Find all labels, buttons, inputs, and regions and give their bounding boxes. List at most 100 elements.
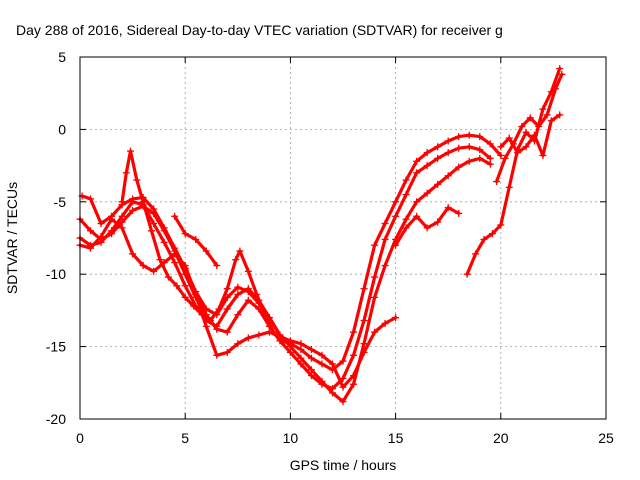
data-series: [76, 65, 566, 406]
data-point: [206, 317, 214, 325]
data-point: [223, 348, 231, 356]
data-point: [318, 377, 326, 385]
data-point: [339, 383, 347, 391]
data-point: [156, 256, 164, 264]
data-point: [126, 147, 134, 155]
data-point: [318, 360, 326, 368]
data-point: [318, 351, 326, 359]
data-point: [244, 296, 252, 304]
data-point: [444, 172, 452, 180]
y-tick-label: -5: [54, 194, 67, 210]
data-point: [339, 357, 347, 365]
data-point: [402, 224, 410, 232]
data-point: [465, 143, 473, 151]
data-point: [434, 218, 442, 226]
data-point: [556, 65, 564, 73]
data-point: [202, 247, 210, 255]
data-point: [181, 262, 189, 270]
data-point: [261, 311, 269, 319]
data-point: [476, 154, 484, 162]
data-point: [232, 256, 240, 264]
data-point: [480, 235, 488, 243]
x-tick-label: 25: [598, 430, 614, 446]
series-4-trace: [78, 217, 398, 389]
data-point: [434, 143, 442, 151]
data-point: [486, 140, 494, 148]
data-point: [234, 311, 242, 319]
data-point: [522, 143, 530, 151]
data-point: [413, 157, 421, 165]
data-point: [434, 180, 442, 188]
data-point: [497, 221, 505, 229]
x-tick-label: 0: [76, 430, 84, 446]
data-point: [87, 195, 95, 203]
data-point: [181, 282, 189, 290]
data-point: [202, 322, 210, 330]
data-point: [413, 212, 421, 220]
data-point: [392, 314, 400, 322]
data-point: [108, 215, 116, 223]
data-point: [118, 224, 126, 232]
data-point: [234, 340, 242, 348]
data-point: [139, 198, 147, 206]
series-9-trace: [499, 113, 562, 158]
data-point: [535, 123, 543, 131]
data-point: [223, 285, 231, 293]
data-point: [444, 204, 452, 212]
x-axis-label: GPS time / hours: [290, 457, 397, 473]
data-point: [129, 206, 137, 214]
data-point: [434, 154, 442, 162]
chart-title: Day 288 of 2016, Sidereal Day-to-day VTE…: [16, 22, 503, 38]
data-point: [328, 360, 336, 368]
data-point: [171, 250, 179, 258]
data-point: [444, 149, 452, 157]
data-point: [486, 160, 494, 168]
series-7-trace: [465, 67, 562, 276]
data-point: [493, 178, 501, 186]
data-point: [97, 220, 105, 228]
data-point: [223, 305, 231, 313]
data-point: [171, 259, 179, 267]
data-point: [350, 351, 358, 359]
data-point: [556, 111, 564, 119]
data-point: [328, 389, 336, 397]
data-point: [552, 85, 560, 93]
data-point: [118, 198, 126, 206]
data-point: [543, 111, 551, 119]
y-tick-label: -15: [46, 339, 66, 355]
series-2-trace: [78, 145, 492, 391]
data-point: [97, 233, 105, 241]
data-point: [423, 189, 431, 197]
data-point: [455, 209, 463, 217]
data-point: [539, 151, 547, 159]
data-point: [297, 340, 305, 348]
data-point: [522, 128, 530, 136]
grid-lines: [79, 56, 607, 420]
data-point: [360, 340, 368, 348]
data-point: [139, 262, 147, 270]
data-point: [360, 285, 368, 293]
data-point: [118, 212, 126, 220]
data-point: [381, 319, 389, 327]
data-point: [160, 227, 168, 235]
data-point: [108, 227, 116, 235]
data-point: [381, 262, 389, 270]
data-point: [371, 293, 379, 301]
data-point: [164, 273, 172, 281]
data-point: [360, 348, 368, 356]
x-tick-label: 5: [181, 430, 189, 446]
data-point: [518, 123, 526, 131]
data-point: [148, 227, 156, 235]
data-point: [192, 235, 200, 243]
x-tick-label: 20: [493, 430, 509, 446]
data-point: [472, 250, 480, 258]
data-point: [455, 144, 463, 152]
data-point: [350, 328, 358, 336]
data-point: [526, 114, 534, 122]
y-tick-label: -20: [46, 411, 66, 427]
data-point: [392, 241, 400, 249]
data-point: [392, 212, 400, 220]
data-point: [360, 317, 368, 325]
data-point: [381, 235, 389, 243]
data-point: [234, 283, 242, 291]
